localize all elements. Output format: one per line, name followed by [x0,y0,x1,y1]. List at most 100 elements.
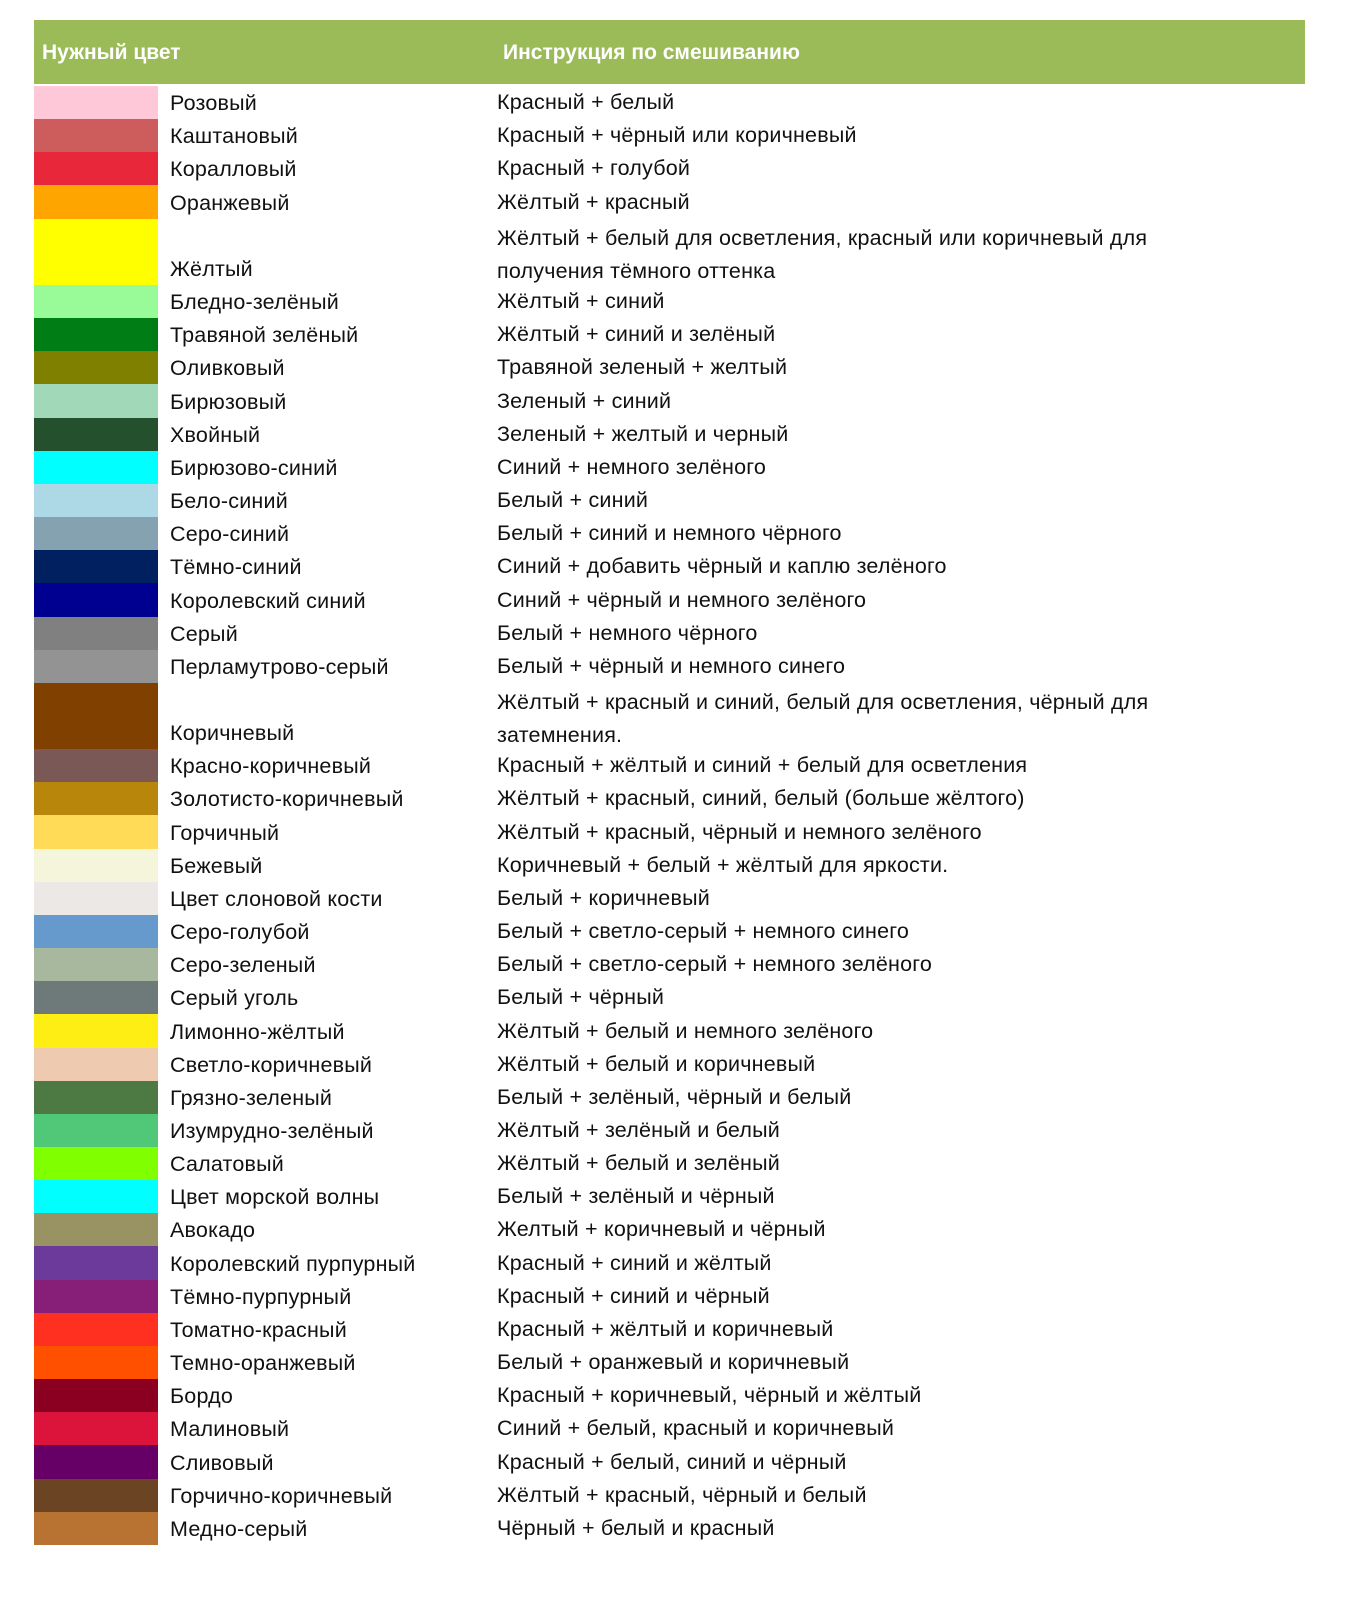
color-mixing-table: Нужный цвет Инструкция по смешиванию Роз… [34,20,1305,1545]
table-header: Нужный цвет Инструкция по смешиванию [34,20,1305,84]
color-name: Бордо [170,1384,234,1409]
mixing-instruction: Красный + белый [497,90,675,115]
table-row: Бело-синий Белый + синий [34,483,1305,518]
color-name: Горчичный [170,820,280,845]
color-name: Жёлтый [170,256,253,281]
color-swatch [34,948,158,982]
color-name: Оливковый [170,356,285,381]
color-swatch [34,1147,158,1181]
color-swatch [34,1180,158,1214]
mixing-instruction: Синий + добавить чёрный и каплю зелёного [497,554,947,579]
table-row: Горчично-коричневый Жёлтый + красный, чёр… [34,1478,1305,1512]
table-row: Серо-зеленый Белый + светло-серый + немно… [34,948,1305,982]
mixing-instruction: Жёлтый + белый для осветления, красный и… [497,225,1148,283]
table-row: Медно-серый Чёрный + белый и красный [34,1511,1305,1545]
color-swatch [34,1113,158,1147]
table-row: Цвет слоновой кости Белый + коричневый [34,881,1305,915]
color-swatch [34,1014,158,1048]
table-row: Бежевый Коричневый + белый + жёлтый для я… [34,848,1305,882]
table-body: Розовый Красный + белый Каштановый Красный … [34,86,1305,1545]
color-name: Коралловый [170,157,297,182]
table-row: Серый уголь Белый + чёрный [34,981,1305,1015]
color-name: Тёмно-пурпурный [170,1284,352,1309]
mixing-instruction: Чёрный + белый и красный [497,1515,775,1540]
table-row: Лимонно-жёлтый Жёлтый + белый и немного з… [34,1014,1305,1048]
mixing-instruction: Красный + белый, синий и чёрный [497,1449,847,1474]
table-row: Тёмно-синий Синий + добавить чёрный и кап… [34,550,1305,584]
color-name: Серый [170,621,238,646]
color-swatch [34,649,158,683]
table-row: Розовый Красный + белый [34,86,1305,120]
color-swatch [34,185,158,219]
table-row: Тёмно-пурпурный Красный + синий и чёрный [34,1279,1305,1313]
color-name: Салатовый [170,1152,285,1177]
color-swatch [34,1312,158,1346]
color-name: Сливовый [170,1450,274,1475]
mixing-instruction: Белый + светло-серый + немного зелёного [497,952,933,977]
color-swatch [34,848,158,882]
color-name: Цвет слоновой кости [170,886,383,911]
table-row: Коричневый Жёлтый + красный и синий, белы… [34,682,1305,750]
mixing-instruction: Жёлтый + красный, чёрный и белый [497,1482,867,1507]
table-row: Коралловый Красный + голубой [34,152,1305,186]
mixing-instruction: Белый + синий [497,488,649,513]
mixing-instruction: Коричневый + белый + жёлтый для яркости. [497,852,949,877]
mixing-instruction: Белый + чёрный и немного синего [497,653,846,678]
mixing-instruction: Белый + зелёный, чёрный и белый [497,1084,852,1109]
color-swatch [34,1379,158,1413]
color-name: Грязно-зеленый [170,1085,333,1110]
color-swatch [34,152,158,186]
table-row: Травяной зелёный Жёлтый + синий и зелёный [34,318,1305,352]
color-swatch [34,1213,158,1247]
color-name: Бирюзовый [170,389,287,414]
mixing-instruction: Красный + голубой [497,156,691,181]
table-row: Королевский синий Синий + чёрный и немног… [34,583,1305,617]
mixing-instruction: Белый + немного чёрного [497,620,758,645]
color-swatch [34,749,158,783]
color-name: Красно-коричневый [170,754,372,779]
mixing-instruction: Красный + жёлтый и синий + белый для осв… [497,753,1028,778]
table-row: Горчичный Жёлтый + красный, чёрный и немн… [34,815,1305,849]
table-row: Салатовый Жёлтый + белый и зелёный [34,1147,1305,1181]
color-name: Оранжевый [170,190,290,215]
color-swatch [34,1445,158,1479]
color-swatch [34,119,158,153]
color-swatch [34,981,158,1015]
color-swatch [34,583,158,617]
table-row: Авокадо Желтый + коричневый и чёрный [34,1213,1305,1247]
mixing-instruction: Зеленый + желтый и черный [497,421,789,446]
color-name: Королевский пурпурный [170,1251,416,1276]
mixing-instruction: Жёлтый + красный [497,189,690,214]
color-name: Серо-голубой [170,920,310,945]
table-row: Цвет морской волны Белый + зелёный и чёрн… [34,1180,1305,1214]
color-name: Бирюзово-синий [170,455,338,480]
color-swatch [34,384,158,418]
table-row: Бледно-зелёный Жёлтый + синий [34,284,1305,319]
table-row: Грязно-зеленый Белый + зелёный, чёрный и … [34,1080,1305,1114]
table-row: Хвойный Зеленый + желтый и черный [34,417,1305,451]
table-row: Серый Белый + немного чёрного [34,616,1305,650]
mixing-instruction: Красный + коричневый, чёрный и жёлтый [497,1383,922,1408]
color-swatch [34,284,158,319]
color-name: Травяной зелёный [170,323,359,348]
color-swatch [34,1080,158,1114]
color-swatch [34,417,158,451]
color-swatch [34,1345,158,1380]
table-row: Оранжевый Жёлтый + красный [34,185,1305,219]
color-swatch [34,483,158,518]
header-color-column: Нужный цвет [42,41,181,64]
color-swatch [34,1412,158,1446]
mixing-instruction: Травяной зеленый + желтый [497,355,788,380]
color-name: Лимонно-жёлтый [170,1019,345,1044]
mixing-instruction: Белый + зелёный и чёрный [497,1184,775,1209]
table-row: Томатно-красный Красный + жёлтый и коричн… [34,1312,1305,1346]
color-name: Темно-оранжевый [170,1351,356,1376]
table-row: Жёлтый Жёлтый + белый для осветления, кра… [34,218,1305,285]
mixing-instruction: Синий + белый, красный и коричневый [497,1416,895,1441]
color-name: Перламутрово-серый [170,654,389,679]
color-swatch [34,1279,158,1313]
color-name: Тёмно-синий [170,555,302,580]
mixing-instruction: Жёлтый + белый и зелёный [497,1151,780,1176]
mixing-instruction: Красный + чёрный или коричневый [497,123,857,148]
color-name: Бело-синий [170,489,288,514]
